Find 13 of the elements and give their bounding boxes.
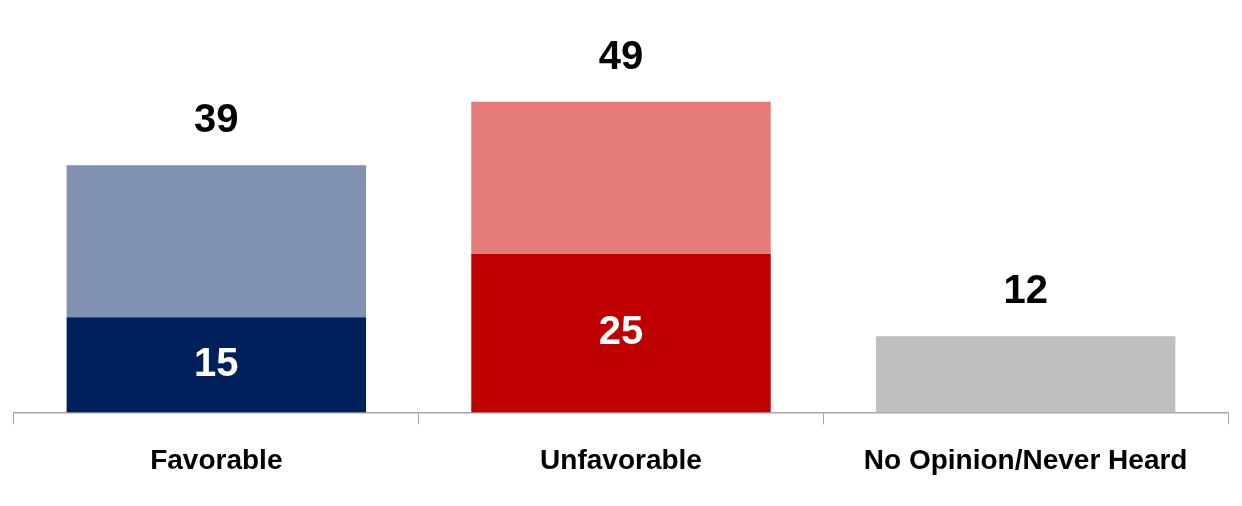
data-label: 25 xyxy=(598,308,644,353)
bar xyxy=(471,253,771,413)
x-tick-label: No Opinion/Never Heard xyxy=(863,443,1188,475)
bar xyxy=(66,165,367,318)
bar xyxy=(66,317,367,413)
total-label: 49 xyxy=(598,32,644,77)
total-label: 39 xyxy=(194,96,239,141)
bar xyxy=(875,336,1176,413)
data-label: 15 xyxy=(194,339,239,384)
bar xyxy=(471,101,771,254)
x-tick-label: Unfavorable xyxy=(540,443,702,475)
x-tick-label: Favorable xyxy=(150,443,283,475)
total-label: 12 xyxy=(1003,267,1048,312)
